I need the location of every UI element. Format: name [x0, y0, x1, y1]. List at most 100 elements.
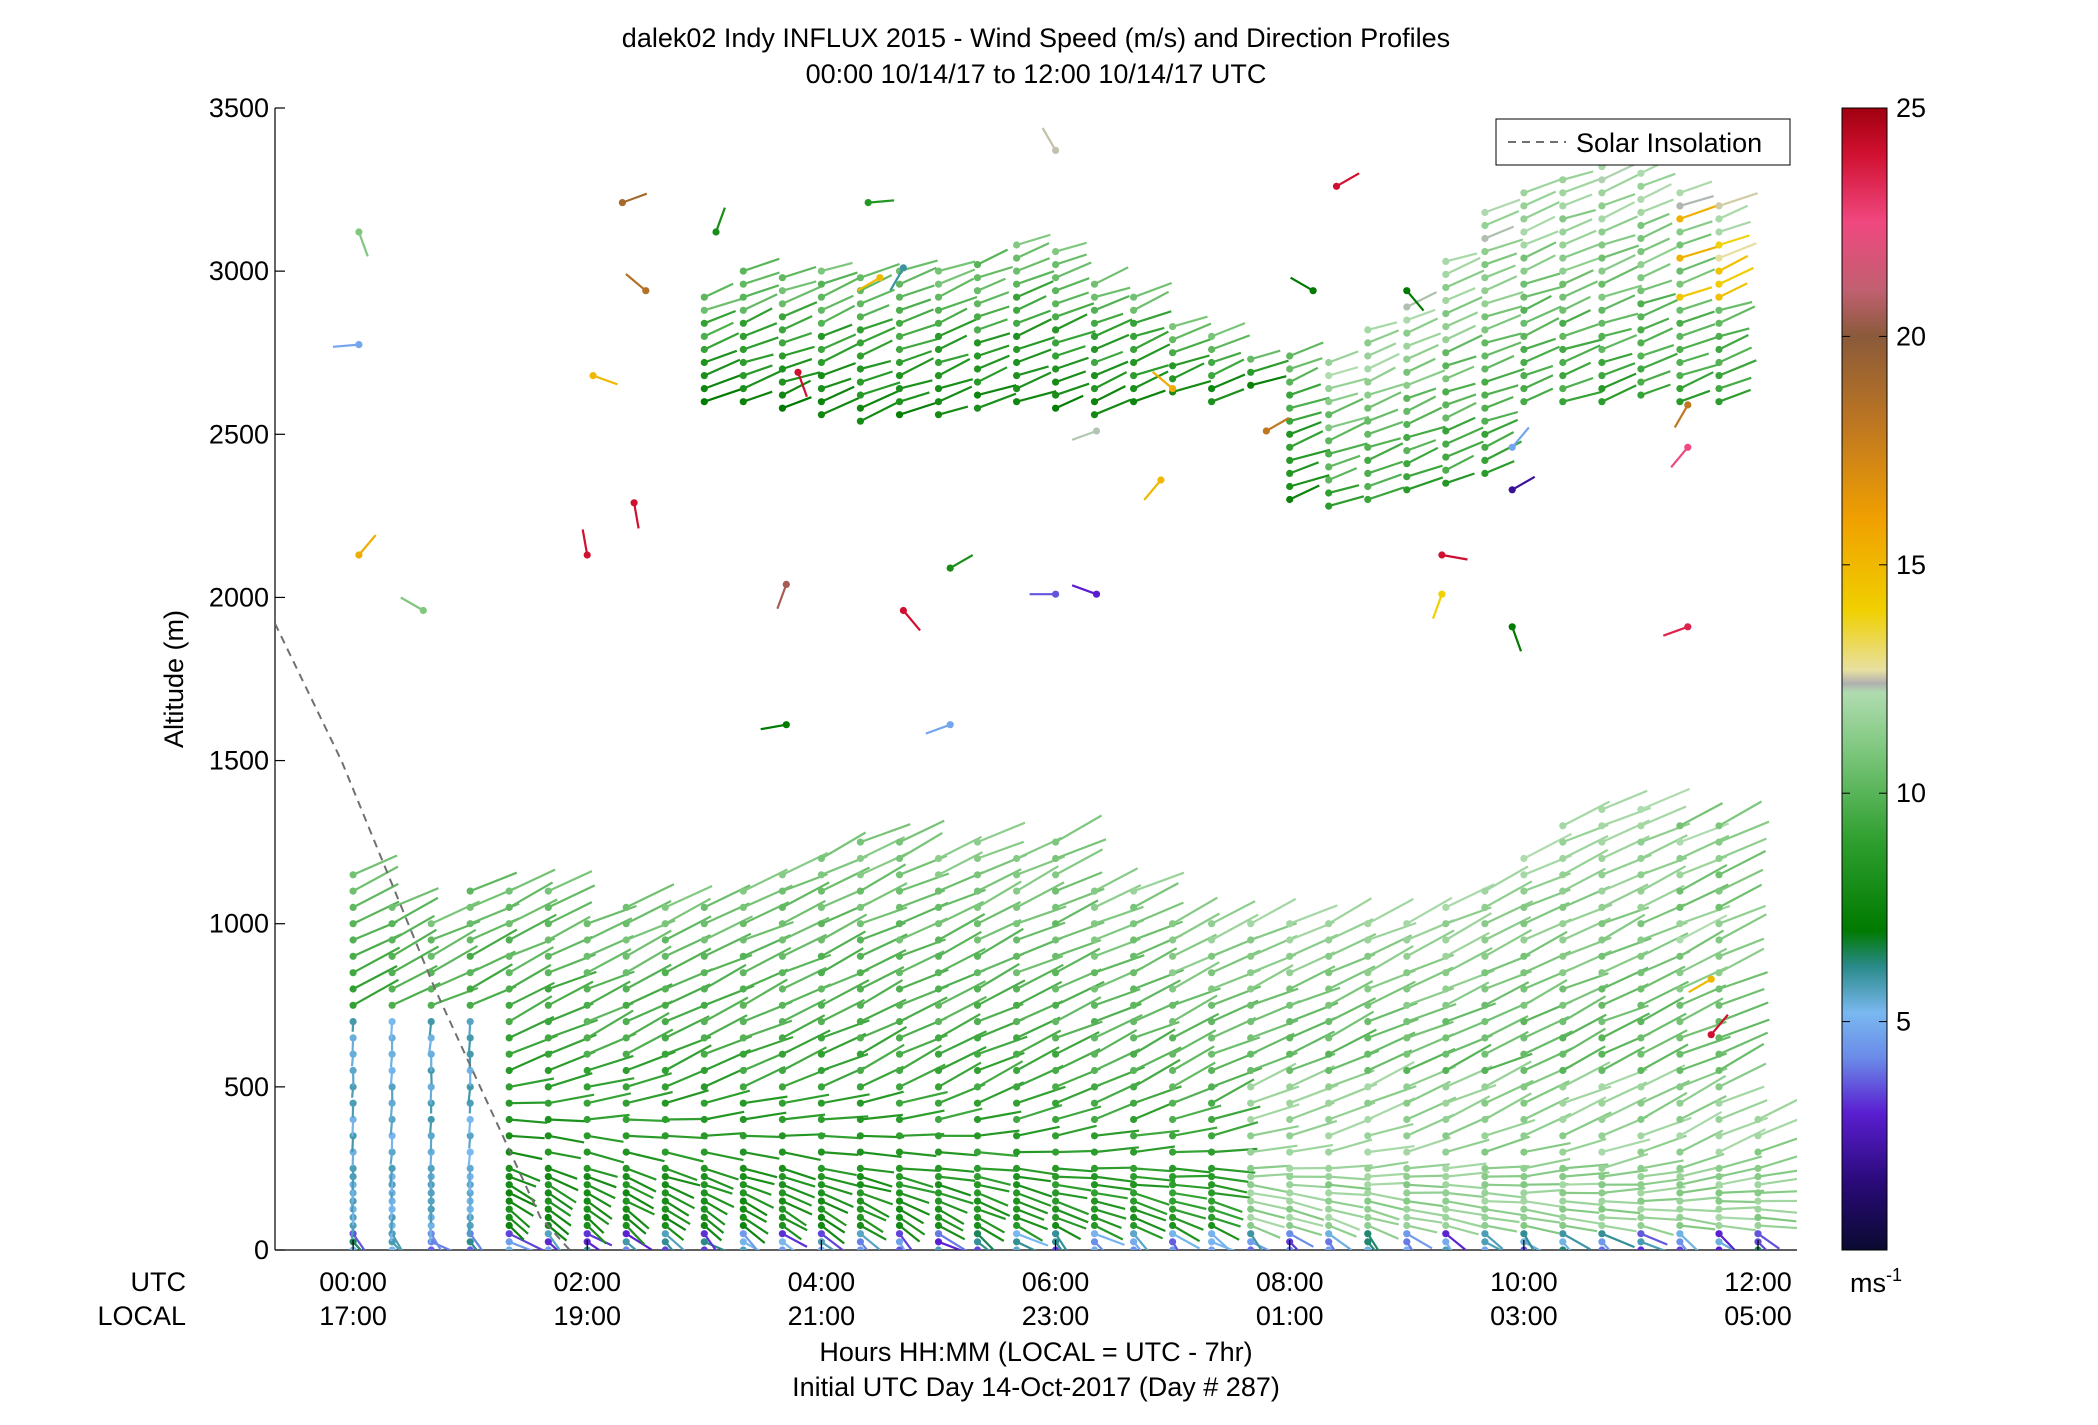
barb-point — [778, 1205, 787, 1213]
barb-shaft — [1445, 256, 1481, 276]
wind-barb — [1559, 177, 1603, 197]
wind-barb — [1676, 298, 1713, 314]
barb-point — [622, 903, 630, 912]
barb-point — [349, 985, 357, 993]
wind-barb — [1442, 401, 1477, 422]
wind-barb — [544, 980, 594, 1009]
barb-shaft — [1679, 997, 1724, 1023]
barb-point — [1090, 293, 1099, 301]
wind-barb — [856, 1230, 881, 1250]
barb-shaft — [898, 1216, 926, 1236]
wind-barb — [622, 1230, 653, 1250]
barb-shaft — [860, 1249, 863, 1250]
wind-barb — [973, 962, 1020, 993]
barb-point — [661, 1148, 669, 1156]
barb-point — [622, 1221, 630, 1230]
barb-shaft — [625, 883, 675, 909]
barb-point — [739, 1148, 747, 1156]
barb-point — [1013, 1213, 1021, 1221]
barb-point — [1715, 241, 1723, 249]
barb-shaft — [1679, 1074, 1727, 1105]
barb-point — [934, 385, 943, 393]
barb-point — [589, 372, 597, 380]
wind-barb — [973, 979, 1026, 1009]
barb-point — [466, 1115, 474, 1124]
barb-shaft — [1133, 1145, 1175, 1154]
wind-barb — [817, 377, 852, 393]
barb-point — [1286, 378, 1294, 386]
barb-shaft — [1718, 947, 1765, 974]
wind-barb — [1403, 387, 1437, 402]
wind-barb — [388, 896, 439, 928]
barb-shaft — [1133, 1249, 1135, 1250]
barb-shaft — [1327, 1241, 1336, 1250]
wind-barb — [1208, 1221, 1240, 1241]
barb-shaft — [859, 882, 908, 909]
barb-point — [661, 1115, 669, 1124]
wind-barb — [700, 1246, 708, 1250]
barb-shaft — [1484, 238, 1524, 253]
barb-point — [934, 1230, 943, 1238]
barb-shaft — [1523, 230, 1559, 247]
barb-shaft — [1328, 350, 1359, 364]
wind-barb — [1286, 383, 1322, 399]
barb-shaft — [1093, 1241, 1105, 1250]
wind-barb — [1676, 1196, 1720, 1205]
wind-barb — [505, 1221, 525, 1241]
barb-point — [1481, 920, 1489, 928]
barb-shaft — [1172, 1216, 1204, 1231]
barb-shaft — [1250, 1191, 1291, 1201]
wind-barb — [544, 901, 593, 928]
barb-shaft — [1601, 312, 1639, 325]
barb-point — [1286, 1115, 1294, 1124]
barb-shaft — [781, 285, 821, 305]
wind-barb — [739, 1181, 772, 1196]
barb-point — [739, 1181, 747, 1189]
barb-shaft — [899, 298, 932, 312]
barb-point — [1286, 495, 1294, 504]
wind-barb — [1754, 1098, 1797, 1124]
wind-barb-isolated — [1438, 551, 1468, 561]
barb-shaft — [1601, 1187, 1646, 1194]
barb-shaft — [977, 840, 1025, 860]
wind-barb — [934, 930, 982, 960]
wind-barb — [1481, 928, 1533, 960]
barb-point — [1676, 267, 1684, 275]
barb-point — [1286, 1164, 1294, 1172]
barb-point — [1169, 1050, 1177, 1058]
barb-shaft — [1445, 324, 1476, 341]
barb-point — [1403, 342, 1411, 350]
barb-point — [1481, 1066, 1489, 1075]
barb-shaft — [1172, 1061, 1216, 1088]
barb-shaft — [1718, 334, 1749, 351]
barb-shaft — [977, 821, 1026, 844]
barb-shaft — [1445, 426, 1484, 446]
barb-point — [583, 1018, 591, 1026]
wind-barb — [1013, 1148, 1058, 1156]
barb-point — [1637, 1083, 1645, 1091]
barb-point — [778, 985, 787, 993]
barb-shaft — [977, 277, 1006, 292]
barb-point — [895, 985, 904, 993]
barb-point — [1208, 358, 1216, 367]
barb-point — [661, 1164, 669, 1172]
barb-point — [934, 1148, 943, 1156]
barb-shaft — [1484, 1240, 1504, 1250]
barb-shaft — [1718, 1018, 1770, 1039]
barb-shaft — [860, 1090, 904, 1105]
barb-point — [349, 887, 357, 895]
wind-barb — [1442, 1171, 1490, 1181]
barb-point — [661, 936, 669, 944]
legend-box — [1495, 118, 1791, 166]
barb-point — [1090, 1173, 1099, 1181]
barb-point — [856, 404, 865, 412]
wind-barb — [1013, 1221, 1044, 1242]
wind-barb — [1559, 344, 1601, 367]
wind-barb — [544, 1189, 574, 1211]
wind-barb — [583, 1092, 632, 1107]
barb-shaft — [1601, 1012, 1651, 1039]
wind-barb — [1325, 1010, 1375, 1042]
wind-barb — [349, 882, 399, 912]
wind-barb — [1481, 1060, 1532, 1091]
barb-shaft — [820, 1200, 849, 1215]
